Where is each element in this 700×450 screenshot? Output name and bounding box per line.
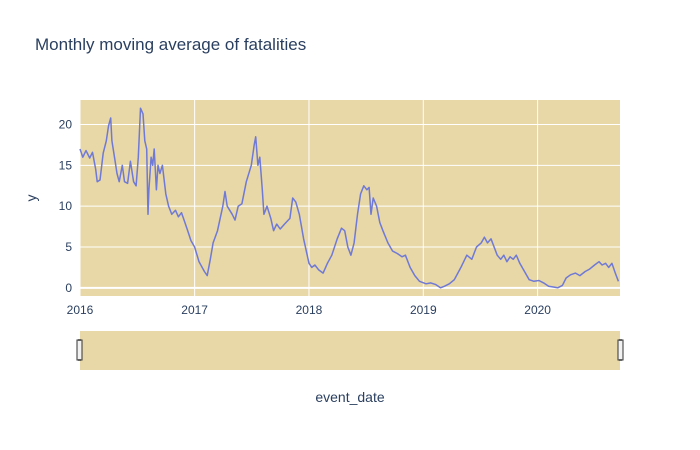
range-slider[interactable] bbox=[76, 331, 624, 370]
x-tick-label: 2016 bbox=[67, 303, 94, 317]
y-tick-label: 0 bbox=[65, 281, 72, 295]
series-group bbox=[79, 107, 620, 289]
plot-area[interactable] bbox=[80, 100, 620, 296]
x-tick-label: 2020 bbox=[524, 303, 551, 317]
x-axis-title: event_date bbox=[315, 389, 384, 405]
x-tick-label: 2019 bbox=[410, 303, 437, 317]
x-tick-label: 2018 bbox=[296, 303, 323, 317]
x-tick-label: 2017 bbox=[181, 303, 208, 317]
range-slider-track[interactable] bbox=[80, 331, 620, 370]
range-slider-right-handle[interactable] bbox=[617, 339, 624, 361]
y-tick-label: 20 bbox=[59, 118, 73, 132]
x-gridlines bbox=[79, 100, 539, 296]
range-slider-left-handle[interactable] bbox=[76, 339, 83, 361]
y-axis-title: y bbox=[23, 195, 39, 202]
series-line[interactable] bbox=[79, 107, 620, 289]
chart-title: Monthly moving average of fatalities bbox=[35, 35, 306, 54]
y-tick-label: 15 bbox=[59, 158, 73, 172]
y-tick-label: 5 bbox=[65, 240, 72, 254]
y-tick-label: 10 bbox=[59, 199, 73, 213]
y-gridlines bbox=[80, 124, 620, 289]
y-tick-labels: 0 5 10 15 20 bbox=[59, 118, 73, 295]
x-tick-labels: 2016 2017 2018 2019 2020 bbox=[67, 303, 552, 317]
